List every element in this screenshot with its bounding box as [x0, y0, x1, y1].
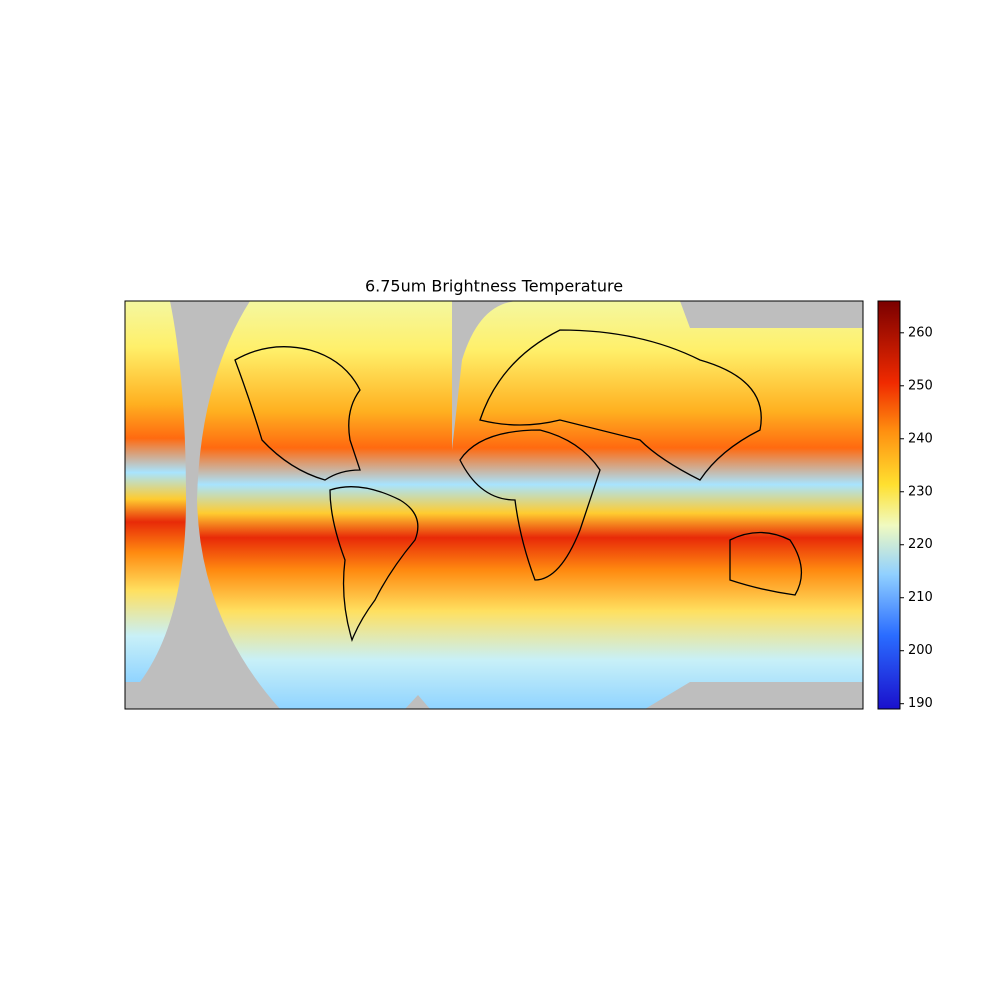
field: [125, 301, 186, 682]
colorbar-tick-label: 230: [908, 484, 933, 499]
colorbar-tick-label: 190: [908, 696, 933, 711]
colorbar-tick-label: 210: [908, 590, 933, 605]
colorbar-tick-label: 240: [908, 431, 933, 446]
colorbar-tick-label: 200: [908, 643, 933, 658]
field: [197, 301, 863, 709]
map-title: 6.75um Brightness Temperature: [365, 277, 623, 296]
colorbar-tick-label: 250: [908, 378, 933, 393]
colorbar-tick-label: 220: [908, 537, 933, 552]
coastlines: [234, 329, 802, 642]
map: [125, 301, 863, 709]
colorbar: [877, 300, 901, 710]
map-frame: [124, 300, 864, 710]
colorbar-tick-label: 260: [908, 325, 933, 340]
